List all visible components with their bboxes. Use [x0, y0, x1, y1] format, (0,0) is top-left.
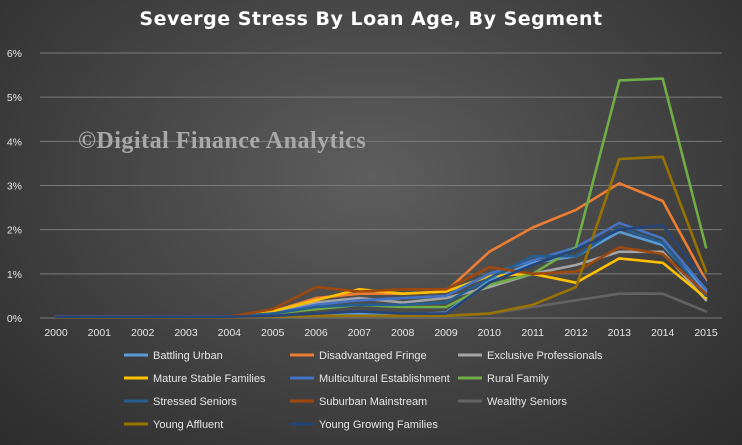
y-axis-ticks: 0% 1% 2% 3% 4% 5% 6%	[7, 48, 22, 325]
y-tick-label: 3%	[7, 181, 22, 193]
x-tick-label: 2006	[304, 327, 328, 339]
series-line	[54, 257, 708, 319]
series-line	[54, 77, 708, 319]
watermark-text: ©Digital Finance Analytics	[78, 128, 367, 154]
legend-label: Rural Family	[487, 373, 549, 385]
y-tick-label: 5%	[7, 92, 22, 104]
x-tick-label: 2009	[434, 327, 458, 339]
legend-label: Wealthy Seniors	[487, 396, 567, 408]
series-line	[54, 250, 708, 319]
x-tick-label: 2011	[521, 327, 544, 339]
x-tick-label: 2003	[174, 327, 198, 339]
x-tick-label: 2004	[218, 327, 242, 339]
x-tick-label: 2010	[478, 327, 502, 339]
chart-title: Severge Stress By Loan Age, By Segment	[139, 8, 603, 30]
series-line	[54, 224, 708, 319]
y-tick-label: 2%	[7, 225, 22, 237]
x-tick-label: 2013	[608, 327, 632, 339]
y-tick-label: 4%	[7, 136, 22, 148]
y-tick-label: 0%	[7, 313, 22, 325]
legend-label: Young Affluent	[153, 419, 223, 431]
legend-label: Disadvantaged Fringe	[319, 350, 427, 362]
series-lines	[54, 77, 708, 319]
legend-label: Mature Stable Families	[153, 373, 266, 385]
legend-label: Stressed Seniors	[153, 396, 237, 408]
series-line	[54, 226, 708, 319]
legend-label: Suburban Mainstream	[319, 396, 427, 408]
legend-label: Multicultural Establishment	[319, 373, 450, 385]
x-tick-label: 2015	[694, 327, 718, 339]
legend-label: Young Growing Families	[319, 419, 438, 431]
legend: Battling Urban Disadvantaged Fringe Exclus…	[124, 350, 603, 431]
x-tick-label: 2007	[348, 327, 372, 339]
gridlines	[40, 52, 722, 319]
x-tick-label: 2005	[261, 327, 285, 339]
x-tick-label: 2002	[131, 327, 155, 339]
y-tick-label: 6%	[7, 48, 22, 60]
y-tick-label: 1%	[7, 269, 22, 281]
series-line	[54, 182, 708, 319]
x-tick-label: 2000	[44, 327, 68, 339]
x-tick-label: 2012	[564, 327, 588, 339]
x-tick-label: 2014	[651, 327, 675, 339]
x-axis-ticks: 2000 2001 2002 2003 2004 2005 2006 2007 2008 2009…	[44, 327, 718, 339]
x-tick-label: 2008	[391, 327, 415, 339]
x-tick-label: 2001	[88, 327, 112, 339]
legend-label: Exclusive Professionals	[487, 350, 603, 362]
legend-label: Battling Urban	[153, 350, 223, 362]
